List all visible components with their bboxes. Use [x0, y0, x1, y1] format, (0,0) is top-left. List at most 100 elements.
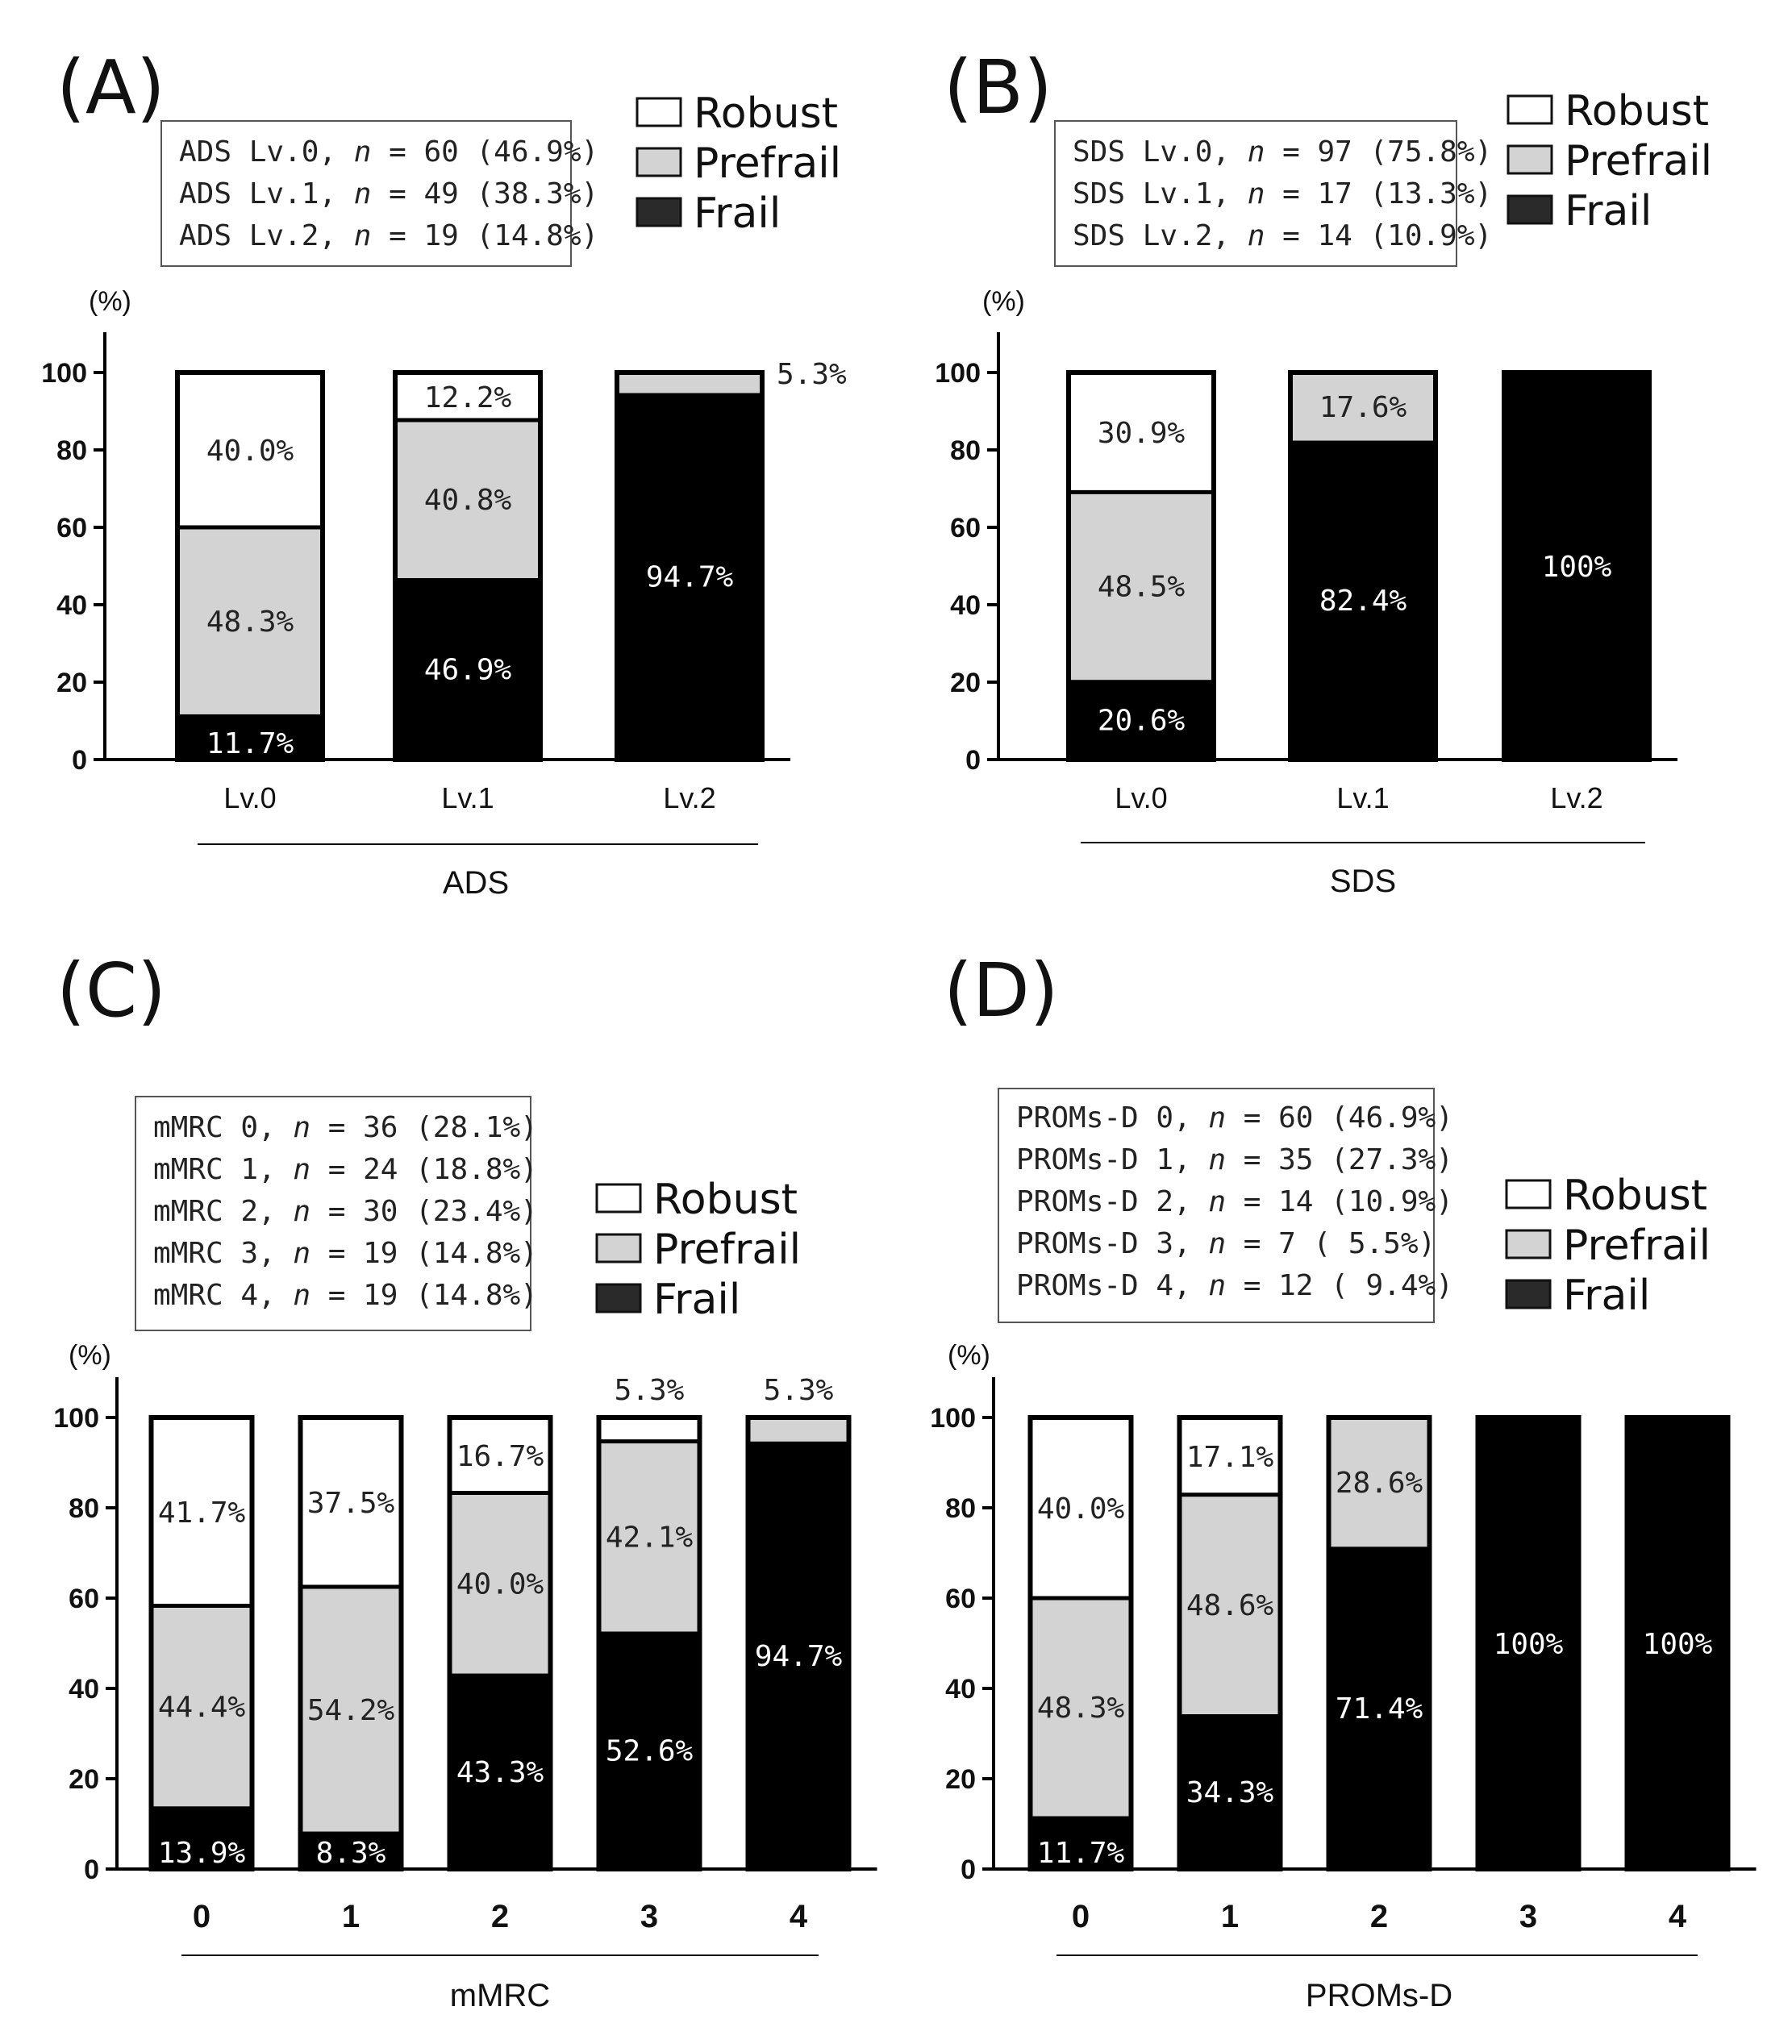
sample-size-line: PROMs-D 3, n = 7 ( 5.5%) — [1016, 1227, 1436, 1260]
y-tick-label: 0 — [965, 745, 981, 776]
legend-swatch-prefrail — [636, 147, 682, 177]
x-axis-title: mMRC — [450, 1978, 550, 2013]
bar-outline — [447, 1415, 553, 1871]
x-tick-label: 3 — [1519, 1899, 1537, 1934]
bar-segment-frail — [1290, 440, 1436, 760]
legend-label-frail: Frail — [1565, 187, 1652, 235]
legend-label-prefrail: Prefrail — [1563, 1222, 1711, 1270]
x-tick-label: Lv.2 — [663, 781, 715, 814]
data-label-frail: 94.7% — [755, 1640, 843, 1673]
bar-1: 8.3% 54.2% 37.5% — [298, 1415, 404, 1871]
bar-segment-frail — [151, 1806, 252, 1869]
bar-segment-frail — [177, 714, 323, 760]
y-axis: 0 20 40 60 80 100 — [930, 1377, 995, 1885]
x-tick-label: 1 — [342, 1899, 360, 1934]
data-label-frail: 94.7% — [646, 561, 734, 594]
bar-2: 71.4% 28.6% — [1326, 1415, 1432, 1871]
bar-segment-frail — [395, 577, 540, 760]
data-label-frail: 71.4% — [1336, 1692, 1423, 1726]
data-label-robust: 40.0% — [206, 435, 294, 468]
bar-3: 52.6% 42.1% 5.3% — [596, 1374, 702, 1871]
sample-size-line: PROMs-D 1, n = 35 (27.3%) — [1016, 1143, 1453, 1176]
sample-size-box — [135, 1096, 531, 1331]
bar-segment-prefrail — [1069, 492, 1214, 681]
bar-segment-frail — [1069, 680, 1214, 760]
bar-0: 13.9% 44.4% 41.7% — [148, 1415, 255, 1871]
bar-segment-frail — [1627, 1417, 1728, 1869]
bar-segment-prefrail — [1030, 1598, 1131, 1817]
legend-label-prefrail: Prefrail — [694, 139, 841, 188]
legend-label-frail: Frail — [1563, 1272, 1650, 1320]
bar-segment-frail — [1477, 1417, 1579, 1869]
data-label-prefrail: 48.3% — [206, 606, 294, 639]
bar-outline — [175, 370, 325, 762]
x-axis-title: SDS — [1330, 864, 1396, 899]
bar-outline — [1502, 370, 1652, 762]
sample-size-line: SDS Lv.2, n = 14 (10.9%) — [1073, 219, 1492, 252]
y-tick-label: 60 — [945, 1584, 976, 1614]
bar-segment-robust — [151, 1417, 252, 1606]
x-axis-title: PROMs-D — [1306, 1978, 1452, 2013]
bar-lv1: 46.9% 40.8% 12.2% — [393, 370, 543, 762]
legend-label-prefrail: Prefrail — [653, 1226, 801, 1274]
y-tick-label: 80 — [56, 435, 87, 466]
data-label-prefrail: 5.3% — [764, 1374, 834, 1407]
bar-4: 100% — [1624, 1415, 1731, 1871]
x-tick-label: Lv.0 — [1115, 781, 1167, 814]
sample-size-box — [1054, 120, 1457, 267]
data-label-prefrail: 40.8% — [424, 484, 512, 517]
sample-size-line: ADS Lv.2, n = 19 (14.8%) — [179, 219, 598, 252]
x-tick-label: Lv.1 — [1336, 781, 1389, 814]
bar-outline — [596, 1415, 702, 1871]
sample-size-line: PROMs-D 4, n = 12 ( 9.4%) — [1016, 1269, 1453, 1302]
bar-segment-frail — [598, 1631, 700, 1869]
bar-lv2: 100% — [1502, 370, 1652, 762]
bar-segment-robust — [300, 1417, 402, 1587]
y-tick-label: 20 — [69, 1764, 99, 1795]
bar-segment-prefrail — [748, 1417, 849, 1442]
data-label-prefrail: 44.4% — [158, 1691, 246, 1724]
y-tick-label: 80 — [945, 1493, 976, 1524]
legend-swatch-robust — [1505, 1179, 1552, 1209]
data-label-robust: 41.7% — [158, 1497, 246, 1530]
bar-0: 11.7% 48.3% 40.0% — [1027, 1415, 1134, 1871]
legend-swatch-frail — [1505, 1279, 1552, 1309]
legend-swatch-frail — [636, 197, 682, 227]
y-axis: 0 20 40 60 80 100 — [41, 332, 106, 776]
sample-size-line: SDS Lv.0, n = 97 (75.8%) — [1073, 135, 1492, 169]
bar-segment-prefrail — [617, 373, 762, 393]
bar-segment-prefrail — [1328, 1417, 1430, 1547]
sample-size-line: mMRC 3, n = 19 (14.8%) — [153, 1237, 538, 1270]
bar-outline — [148, 1415, 255, 1871]
bar-outline — [393, 370, 543, 762]
bar-outline — [1177, 1415, 1283, 1871]
data-label-frail: 46.9% — [424, 653, 512, 686]
y-tick-label: 20 — [56, 668, 87, 698]
y-tick-label: 40 — [56, 590, 87, 621]
legend-swatch-prefrail — [1507, 144, 1553, 175]
x-tick-label: 2 — [1370, 1899, 1388, 1934]
y-tick-label: 0 — [72, 745, 87, 776]
data-label-prefrail: 5.3% — [777, 358, 847, 391]
bar-lv1: 82.4% 17.6% — [1288, 370, 1438, 762]
data-label-prefrail: 42.1% — [606, 1522, 694, 1555]
data-label-frail: 13.9% — [158, 1837, 246, 1870]
bar-segment-robust — [1030, 1417, 1131, 1598]
sample-size-line: mMRC 4, n = 19 (14.8%) — [153, 1279, 538, 1312]
data-label-frail: 8.3% — [316, 1837, 386, 1870]
bar-segment-frail — [1504, 373, 1649, 760]
y-unit-label: (%) — [89, 286, 131, 317]
sample-size-line: mMRC 2, n = 30 (23.4%) — [153, 1195, 538, 1228]
bar-lv0: 20.6% 48.5% 30.9% — [1066, 370, 1216, 762]
y-tick-label: 0 — [84, 1855, 99, 1885]
panel-letter: (B) — [944, 44, 1052, 131]
data-label-prefrail: 40.0% — [456, 1568, 544, 1601]
data-label-robust: 16.7% — [456, 1440, 544, 1473]
legend-swatch-robust — [1507, 94, 1553, 125]
y-tick-label: 100 — [935, 358, 981, 389]
bar-segment-robust — [598, 1417, 700, 1442]
data-label-frail: 100% — [1643, 1628, 1713, 1661]
